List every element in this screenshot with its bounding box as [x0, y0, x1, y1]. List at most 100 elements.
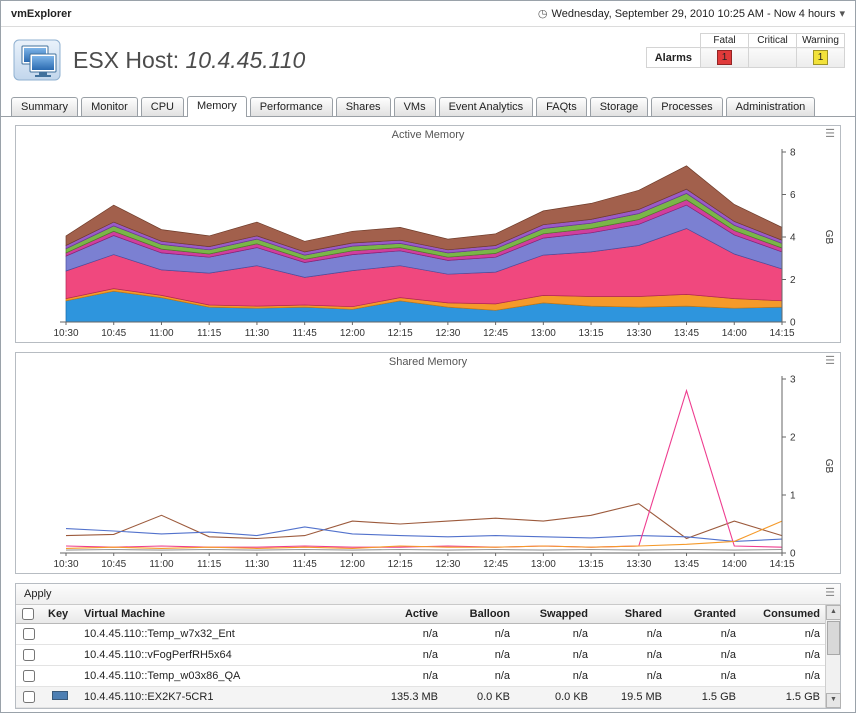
svg-text:4: 4 [790, 233, 796, 244]
app-title: vmExplorer [11, 7, 72, 20]
row-checkbox[interactable] [23, 648, 35, 661]
column-header-swapped[interactable]: Swapped [516, 605, 594, 624]
select-all-checkbox[interactable] [22, 607, 34, 620]
svg-text:12:30: 12:30 [435, 559, 460, 570]
tab-performance[interactable]: Performance [249, 97, 333, 116]
svg-text:6: 6 [790, 190, 796, 201]
svg-text:14:15: 14:15 [769, 559, 794, 570]
shared-memory-title: Shared Memory [388, 356, 468, 368]
alarms-col-warning: Warning [796, 33, 845, 48]
svg-text:11:45: 11:45 [293, 559, 318, 570]
shared-memory-chart: 0 1 2 3 10:30 10:45 11:00 11:15 11:30 11:45 12:00 1… [53, 375, 834, 571]
svg-text:11:30: 11:30 [245, 559, 270, 570]
tab-cpu[interactable]: CPU [140, 97, 184, 116]
alarm-fatal-badge[interactable]: 1 [717, 50, 732, 65]
svg-text:0: 0 [790, 549, 796, 560]
esx-host-icon [13, 39, 61, 81]
svg-text:11:00: 11:00 [149, 559, 174, 570]
svg-text:10:45: 10:45 [101, 328, 126, 339]
tab-bar: Summary Monitor CPU Memory Performance Shares… [1, 93, 855, 117]
tab-summary[interactable]: Summary [11, 97, 79, 116]
svg-text:10:30: 10:30 [53, 559, 78, 570]
scroll-down-button[interactable]: ▼ [826, 692, 841, 708]
active-value: n/a [370, 644, 444, 666]
tab-event-analytics[interactable]: Event Analytics [438, 97, 534, 116]
chart-options-icon[interactable]: ☰ [825, 128, 835, 140]
shared-value: n/a [594, 623, 668, 645]
alarm-warning-badge[interactable]: 1 [813, 50, 828, 65]
time-range-control[interactable]: ◷ Wednesday, September 29, 2010 10:25 AM… [537, 7, 845, 21]
svg-text:12:00: 12:00 [340, 559, 365, 570]
host-ip: 10.4.45.110 [185, 46, 306, 73]
key-swatch [52, 690, 68, 700]
table-scrollbar[interactable]: ▲ ▼ [825, 605, 841, 708]
table-options-icon[interactable]: ☰ [825, 587, 835, 599]
page-title: ESX Host: 10.4.45.110 [73, 47, 305, 74]
column-header-balloon[interactable]: Balloon [444, 605, 516, 624]
table-row[interactable]: 10.4.45.110::vFogPerfRH5x64 n/a n/a n/a n/a n… [16, 644, 826, 666]
svg-text:13:45: 13:45 [674, 328, 699, 339]
vm-name: 10.4.45.110::Temp_w03x86_QA [78, 665, 370, 687]
shared-value: n/a [594, 644, 668, 666]
apply-button[interactable]: Apply [24, 588, 52, 600]
svg-text:13:15: 13:15 [579, 328, 604, 339]
vm-table-body: 10.4.45.110::Temp_w7x32_Ent n/a n/a n/a n/a n… [16, 623, 826, 708]
svg-text:14:15: 14:15 [769, 328, 794, 339]
table-row[interactable]: 10.4.45.110::EX2K7-5CR1 135.3 MB 0.0 KB 0.0… [16, 686, 826, 708]
consumed-value: n/a [742, 665, 826, 687]
svg-text:13:00: 13:00 [531, 328, 556, 339]
consumed-value: n/a [742, 623, 826, 645]
svg-text:10:30: 10:30 [53, 328, 78, 339]
balloon-value: n/a [444, 623, 516, 645]
clock-icon: ◷ [537, 8, 548, 20]
apply-bar: Apply ☰ [16, 584, 840, 605]
svg-text:11:00: 11:00 [149, 328, 174, 339]
balloon-value: 0.0 KB [444, 686, 516, 708]
key-cell [42, 644, 78, 666]
granted-value: 1.5 GB [668, 686, 742, 708]
svg-text:13:30: 13:30 [626, 328, 651, 339]
tab-storage[interactable]: Storage [589, 97, 649, 116]
granted-value: n/a [668, 623, 742, 645]
alarm-warning-cell[interactable]: 1 [796, 47, 845, 68]
active-memory-chart: 0 2 4 6 8 10:30 10:45 11:00 11:15 11:30 11:45 12:00… [53, 148, 834, 340]
active-value: n/a [370, 623, 444, 645]
row-checkbox[interactable] [23, 669, 35, 682]
column-header-consumed[interactable]: Consumed [742, 605, 826, 624]
tab-administration[interactable]: Administration [725, 97, 816, 116]
chart-options-icon[interactable]: ☰ [825, 355, 835, 367]
svg-text:GB: GB [823, 230, 834, 245]
granted-value: n/a [668, 644, 742, 666]
tab-memory[interactable]: Memory [186, 96, 247, 117]
tab-faqts[interactable]: FAQts [536, 97, 587, 116]
column-header-select[interactable] [16, 605, 42, 624]
alarm-fatal-cell[interactable]: 1 [700, 47, 749, 68]
row-checkbox[interactable] [23, 627, 35, 640]
column-header-granted[interactable]: Granted [668, 605, 742, 624]
svg-text:14:00: 14:00 [722, 559, 747, 570]
column-header-shared[interactable]: Shared [594, 605, 668, 624]
table-row[interactable]: 10.4.45.110::Temp_w7x32_Ent n/a n/a n/a n/a n… [16, 623, 826, 645]
svg-text:1: 1 [790, 491, 796, 502]
table-row[interactable]: 10.4.45.110::Temp_w03x86_QA n/a n/a n/a n/a n… [16, 665, 826, 687]
vm-name: 10.4.45.110::EX2K7-5CR1 [78, 686, 370, 708]
svg-text:12:45: 12:45 [483, 328, 508, 339]
scrollbar-thumb[interactable] [827, 621, 840, 655]
column-header-key[interactable]: Key [42, 605, 78, 624]
svg-text:12:15: 12:15 [388, 559, 413, 570]
column-header-active[interactable]: Active [370, 605, 444, 624]
tab-processes[interactable]: Processes [651, 97, 723, 116]
column-header-virtual-machine[interactable]: Virtual Machine [78, 605, 370, 624]
tab-vms[interactable]: VMs [393, 97, 436, 116]
row-checkbox[interactable] [23, 690, 35, 703]
svg-text:2: 2 [790, 275, 796, 286]
alarms-col-fatal: Fatal [700, 33, 749, 48]
scroll-up-button[interactable]: ▲ [826, 605, 841, 620]
active-memory-panel: Active Memory ☰ 0 2 4 6 8 10:30 10:45 11:00 11:1… [15, 125, 841, 343]
alarm-critical-cell[interactable] [748, 47, 797, 68]
time-range-label: Wednesday, September 29, 2010 10:25 AM -… [551, 7, 836, 20]
tab-monitor[interactable]: Monitor [81, 97, 138, 116]
svg-text:12:00: 12:00 [340, 328, 365, 339]
vm-table-panel: Apply ☰ Key Virtual Machine Active Balloon S… [15, 583, 841, 709]
tab-shares[interactable]: Shares [335, 97, 391, 116]
